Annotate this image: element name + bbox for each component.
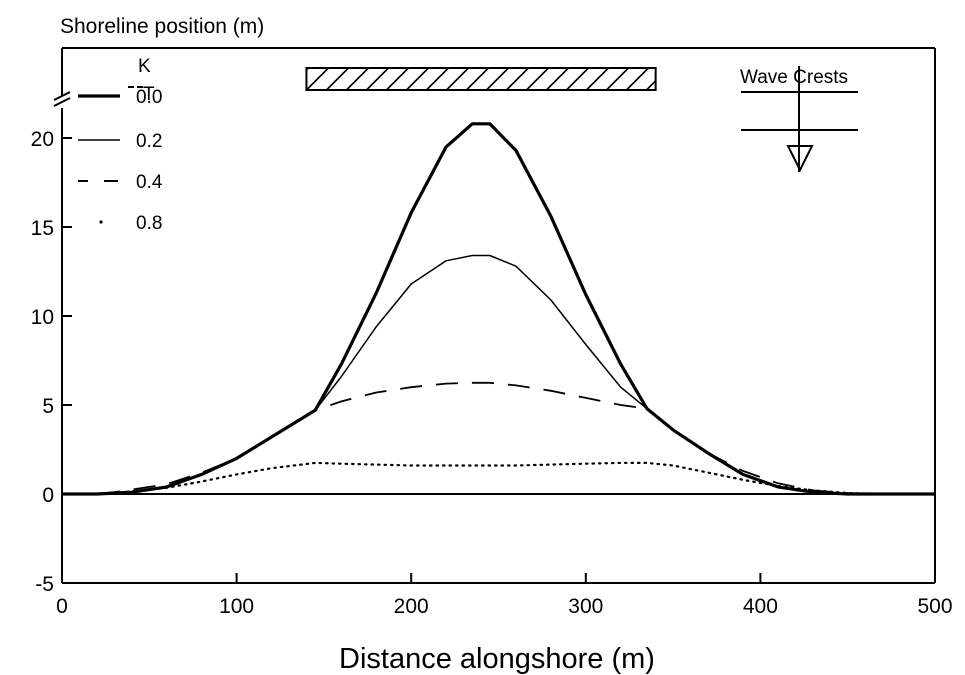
x-tick-label: 500 xyxy=(917,595,952,618)
breakwater-hatch xyxy=(305,67,310,71)
breakwater-hatch xyxy=(585,67,610,91)
series-line-0-2 xyxy=(62,254,935,495)
x-tick-label: 0 xyxy=(56,595,68,618)
x-tick-label: 300 xyxy=(568,595,603,618)
breakwater-hatch xyxy=(385,67,410,91)
breakwater-hatch xyxy=(485,67,510,91)
breakwater-hatch xyxy=(425,67,450,91)
breakwater-hatch xyxy=(545,67,570,91)
legend-title-t: T xyxy=(143,84,155,105)
x-tick-label: 200 xyxy=(394,595,429,618)
series-line-0-8 xyxy=(60,461,937,496)
axis-break-mark xyxy=(53,97,71,107)
y-tick-label: 0 xyxy=(42,484,54,507)
breakwater-hatch xyxy=(345,67,370,91)
breakwater-hatch xyxy=(565,67,590,91)
breakwater-hatch xyxy=(405,67,430,91)
x-tick-label: 100 xyxy=(219,595,254,618)
breakwater-hatch xyxy=(605,67,630,91)
y-tick-label: -5 xyxy=(35,573,54,596)
y-tick-label: 5 xyxy=(42,395,54,418)
breakwater xyxy=(305,67,657,91)
y-axis-title: Shoreline position (m) xyxy=(60,15,264,38)
x-tick-label: 400 xyxy=(743,595,778,618)
y-tick-label: 20 xyxy=(31,128,54,151)
breakwater-hatch xyxy=(625,67,650,91)
breakwater-hatch xyxy=(365,67,390,91)
legend-sample-dotted xyxy=(99,220,103,224)
x-axis-title: Distance alongshore (m) xyxy=(339,643,655,675)
y-tick-label: 10 xyxy=(31,306,54,329)
wave-direction-arrowhead xyxy=(786,145,814,173)
breakwater-hatch xyxy=(465,67,490,91)
breakwater-hatch xyxy=(325,67,350,91)
breakwater-hatch xyxy=(645,80,657,91)
axis-break-mark xyxy=(53,91,71,101)
plot-area: 0 100 200 300 400 500-505101520KT0.00.20.40.8… xyxy=(31,47,953,618)
y-tick-label: 15 xyxy=(31,217,54,240)
breakwater-hatch xyxy=(525,67,550,91)
legend-label: 0.8 xyxy=(136,213,162,234)
breakwater-hatch xyxy=(445,67,470,91)
breakwater-hatch xyxy=(505,67,530,91)
series-line-0-4 xyxy=(62,381,935,495)
wave-crests-label: Wave Crests xyxy=(740,67,848,88)
legend-label: 0.2 xyxy=(136,131,162,152)
legend-title-k: K xyxy=(138,56,151,77)
legend-label: 0.4 xyxy=(136,172,163,193)
breakwater-hatch xyxy=(305,67,330,91)
legend-label: 0.0 xyxy=(136,87,162,108)
